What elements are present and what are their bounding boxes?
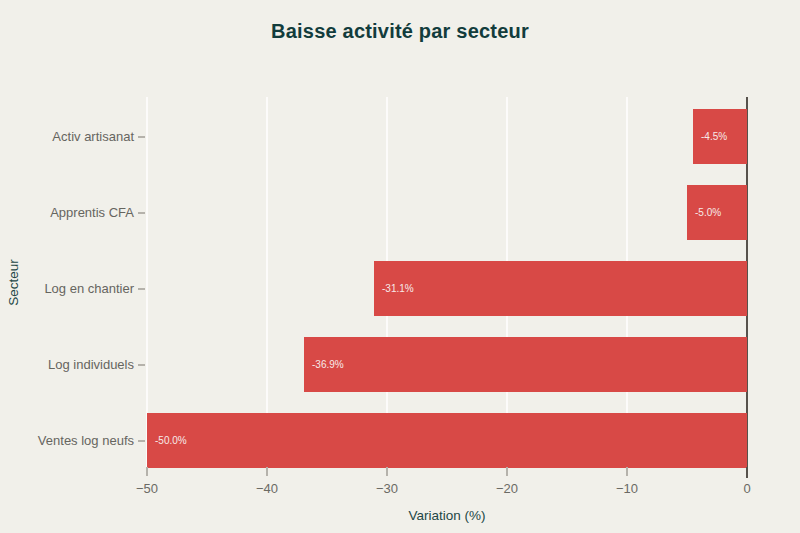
x-axis-title: Variation (%) (147, 508, 747, 523)
category-label: Log individuels (0, 337, 134, 392)
x-tick (146, 467, 148, 476)
chart-canvas: Baisse activité par secteur Secteur -4.5… (0, 0, 800, 533)
y-axis-category-labels: Activ artisanat Apprentis CFA Log en cha… (0, 97, 134, 467)
bar-value-label: -50.0% (147, 435, 187, 446)
gridline (146, 97, 148, 467)
x-tick-label: −30 (355, 481, 419, 496)
category-label: Log en chantier (0, 261, 134, 316)
x-tick (386, 467, 388, 476)
bar-value-label: -4.5% (693, 131, 727, 142)
x-axis-ticks (147, 467, 747, 477)
x-tick-label: −10 (595, 481, 659, 496)
plot-area: -4.5% -5.0% -31.1% -36.9% -50.0% (147, 97, 747, 467)
x-tick (506, 467, 508, 476)
x-tick (746, 467, 748, 478)
bar-ventes-log-neufs: -50.0% (147, 413, 747, 468)
bar-activ-artisanat: -4.5% (693, 109, 747, 164)
x-tick-label: 0 (715, 481, 779, 496)
gridline (266, 97, 268, 467)
y-tick (138, 413, 145, 468)
x-tick (626, 467, 628, 476)
category-label: Ventes log neufs (0, 413, 134, 468)
y-tick (138, 109, 145, 164)
x-tick-label: −20 (475, 481, 539, 496)
x-tick-label: −50 (115, 481, 179, 496)
y-axis-ticks (138, 97, 145, 467)
y-tick (138, 185, 145, 240)
y-tick (138, 337, 145, 392)
bar-value-label: -36.9% (304, 359, 344, 370)
x-tick (266, 467, 268, 476)
bar-value-label: -5.0% (687, 207, 721, 218)
category-label: Activ artisanat (0, 109, 134, 164)
bar-log-individuels: -36.9% (304, 337, 747, 392)
y-tick (138, 261, 145, 316)
bar-log-en-chantier: -31.1% (374, 261, 747, 316)
x-tick-label: −40 (235, 481, 299, 496)
chart-title: Baisse activité par secteur (0, 20, 800, 43)
x-axis-tick-labels: −50 −40 −30 −20 −10 0 (147, 481, 747, 497)
category-label: Apprentis CFA (0, 185, 134, 240)
bar-apprentis-cfa: -5.0% (687, 185, 747, 240)
bar-value-label: -31.1% (374, 283, 414, 294)
